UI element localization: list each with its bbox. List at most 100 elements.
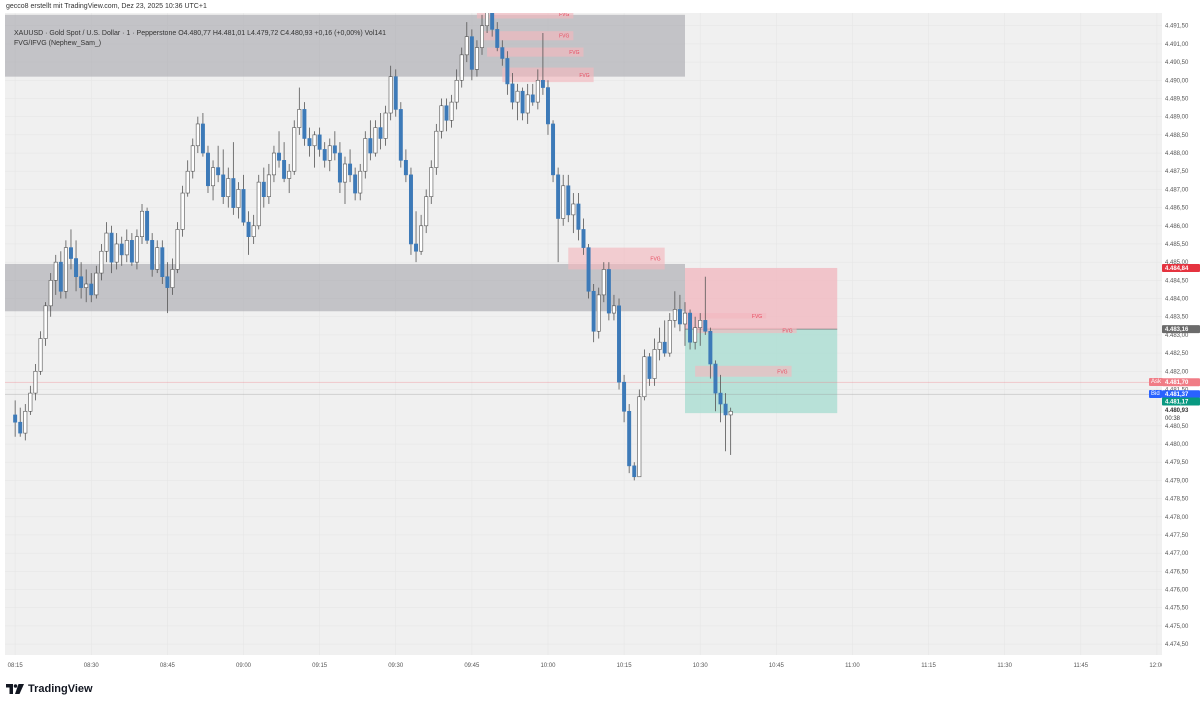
candle-down[interactable] <box>337 142 342 194</box>
candle-down[interactable] <box>231 142 236 215</box>
candle-down[interactable] <box>586 243 591 299</box>
price-axis[interactable]: 4.491,50 4.491,00 4.490,50 4.490,00 4.489,50… <box>1162 13 1200 655</box>
candle-up[interactable] <box>94 265 99 299</box>
candle-down[interactable] <box>74 240 79 292</box>
candle-down[interactable] <box>408 167 413 255</box>
candle-down[interactable] <box>165 262 170 314</box>
candle-up[interactable] <box>667 313 672 357</box>
candle-down[interactable] <box>647 353 652 386</box>
candle-up[interactable] <box>424 189 429 234</box>
short-position-stop-zone[interactable] <box>684 267 838 330</box>
candle-up[interactable] <box>251 214 256 244</box>
candle-up[interactable] <box>459 47 464 88</box>
candle-down[interactable] <box>500 40 505 66</box>
candle-down[interactable] <box>89 273 94 303</box>
legend-indicator[interactable]: FVG/IFVG (Nephew_Sam_) <box>14 40 102 47</box>
candle-down[interactable] <box>708 327 713 379</box>
high-tag[interactable]: 4.484,84 <box>1162 263 1200 272</box>
candle-down[interactable] <box>332 131 337 161</box>
candle-down[interactable] <box>58 251 63 299</box>
candle-up[interactable] <box>114 233 119 270</box>
candle-up[interactable] <box>287 163 292 194</box>
candle-down[interactable] <box>566 174 571 223</box>
candle-up[interactable] <box>561 174 566 226</box>
candle-down[interactable] <box>723 393 728 452</box>
candle-down[interactable] <box>129 233 134 266</box>
candle-down[interactable] <box>68 229 73 270</box>
candle-down[interactable] <box>576 193 581 241</box>
candle-up[interactable] <box>535 69 540 110</box>
candle-up[interactable] <box>571 193 576 234</box>
candle-down[interactable] <box>378 113 383 150</box>
candle-up[interactable] <box>434 123 439 175</box>
candle-down[interactable] <box>119 236 124 266</box>
candle-down[interactable] <box>617 298 621 390</box>
fvg-box[interactable] <box>684 313 767 319</box>
candle-down[interactable] <box>510 73 515 110</box>
candle-up[interactable] <box>312 131 317 168</box>
time-axis[interactable]: 08:15 08:30 08:45 09:00 09:15 09:30 09:45 10:00… <box>5 655 1165 675</box>
candle-up[interactable] <box>693 316 698 350</box>
fvg-box[interactable] <box>695 365 792 377</box>
candle-up[interactable] <box>170 258 175 295</box>
candle-down[interactable] <box>546 80 550 135</box>
candle-down[interactable] <box>540 33 545 95</box>
candle-up[interactable] <box>297 87 302 135</box>
candle-up[interactable] <box>439 98 444 139</box>
candle-up[interactable] <box>454 69 459 110</box>
candle-down[interactable] <box>551 120 556 183</box>
candle-down[interactable] <box>150 233 155 277</box>
candle-up[interactable] <box>698 313 703 346</box>
candle-down[interactable] <box>495 22 500 52</box>
candle-down[interactable] <box>277 131 282 168</box>
candle-down[interactable] <box>221 149 226 204</box>
candle-up[interactable] <box>464 22 469 63</box>
candle-up[interactable] <box>358 163 363 201</box>
candle-down[interactable] <box>688 309 693 350</box>
candle-up[interactable] <box>134 229 139 270</box>
candle-down[interactable] <box>444 98 449 132</box>
candle-down[interactable] <box>403 149 408 183</box>
candle-down[interactable] <box>530 83 535 106</box>
candle-down[interactable] <box>368 120 373 161</box>
candle-up[interactable] <box>683 302 687 346</box>
fvg-box[interactable] <box>695 327 797 334</box>
candle-down[interactable] <box>317 127 322 157</box>
candle-down[interactable] <box>581 218 586 255</box>
candle-down[interactable] <box>718 374 723 423</box>
legend-symbol[interactable]: XAUUSD · Gold Spot / U.S. Dollar · 1 · P… <box>14 30 177 37</box>
candle-down[interactable] <box>282 142 287 183</box>
entry-tag[interactable]: 4.483,16 <box>1162 325 1200 334</box>
candle-up[interactable] <box>601 262 606 303</box>
candle-up[interactable] <box>33 364 38 401</box>
candle-up[interactable] <box>226 167 231 208</box>
candle-up[interactable] <box>190 138 195 179</box>
candle-down[interactable] <box>677 294 682 332</box>
legend-symbol-row[interactable]: XAUUSD · Gold Spot / U.S. Dollar · 1 · P… <box>14 29 386 39</box>
supply-zone[interactable] <box>5 14 685 77</box>
candle-down[interactable] <box>398 102 403 168</box>
candle-down[interactable] <box>302 102 307 146</box>
ask-tag[interactable]: 4.481,70 <box>1162 378 1200 387</box>
candle-down[interactable] <box>505 51 510 95</box>
candle-up[interactable] <box>596 287 601 339</box>
candle-up[interactable] <box>429 160 434 204</box>
candle-up[interactable] <box>611 294 616 321</box>
candle-up[interactable] <box>373 120 378 157</box>
candle-down[interactable] <box>18 407 23 437</box>
candle-down[interactable] <box>348 149 353 183</box>
candle-down[interactable] <box>79 262 84 299</box>
chart-canvas[interactable]: FVG FVG FVG FVG FVG FVG FVG FVG <box>5 13 1162 655</box>
candle-up[interactable] <box>256 174 261 230</box>
demand-zone[interactable] <box>5 263 685 312</box>
candle-up[interactable] <box>104 222 109 263</box>
candle-up[interactable] <box>53 254 58 295</box>
chart-pane[interactable]: FVG FVG FVG FVG FVG FVG FVG FVG XAUUSD · Gold S… <box>5 13 1162 655</box>
bid-tag[interactable]: 4.481,37 <box>1162 390 1200 399</box>
fvg-box[interactable] <box>568 247 665 270</box>
candle-down[interactable] <box>393 69 398 117</box>
candle-down[interactable] <box>490 13 495 37</box>
fvg-box[interactable] <box>502 67 594 83</box>
candle-down[interactable] <box>216 145 221 183</box>
candle-down[interactable] <box>703 276 708 335</box>
